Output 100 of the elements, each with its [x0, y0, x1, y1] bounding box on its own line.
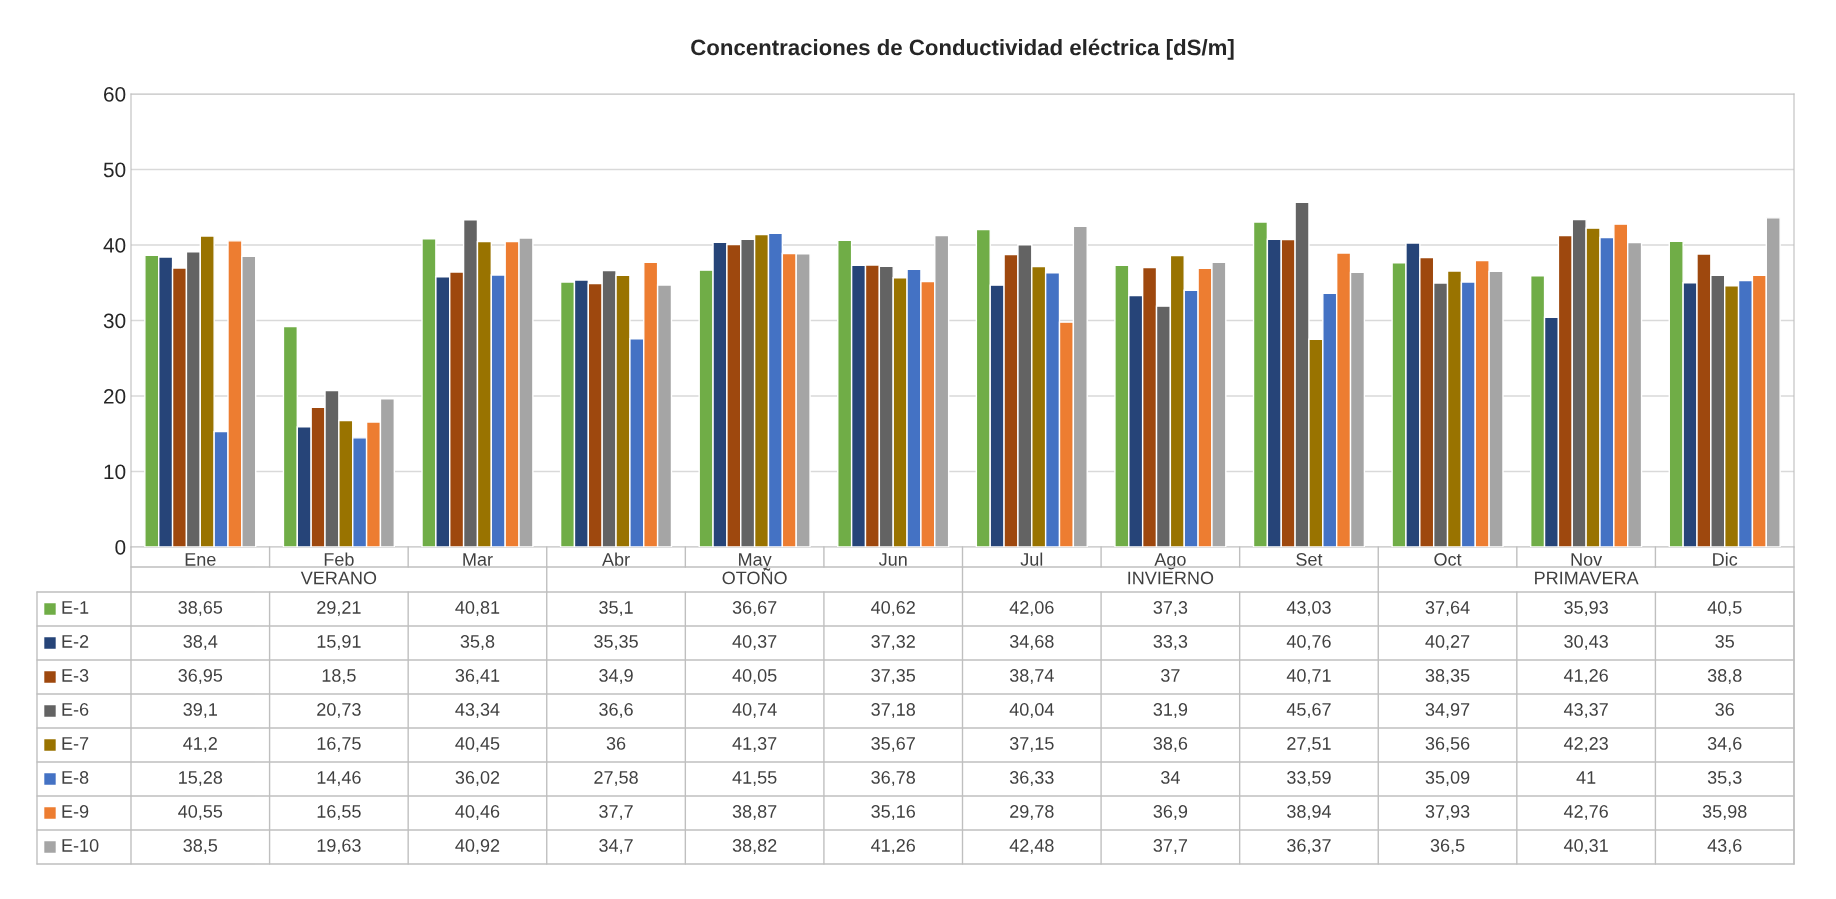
data-label: 29,21	[317, 601, 361, 616]
data-label: 36,9	[1153, 805, 1188, 820]
data-label: 37,15	[1009, 737, 1054, 752]
data-label: 43,03	[1286, 601, 1331, 616]
data-label: 41,55	[732, 771, 777, 786]
data-label: 39,1	[183, 703, 217, 718]
x-tick-label: Nov	[1571, 553, 1603, 566]
data-label: 37,93	[1425, 805, 1470, 820]
data-label: 15,91	[317, 635, 361, 650]
data-label: 35,93	[1564, 601, 1608, 616]
data-label: 41,26	[1563, 669, 1608, 684]
data-label: 35,67	[871, 737, 915, 752]
data-label: 40,62	[871, 601, 915, 616]
data-label: 41,26	[871, 839, 916, 854]
data-label: 35,3	[1707, 771, 1742, 786]
data-label: 27,58	[594, 771, 638, 786]
data-label: 38,6	[1153, 737, 1188, 752]
y-tick-label: 40	[103, 238, 126, 253]
x-tick-label: Jun	[878, 553, 907, 566]
x-tick-label: Dic	[1713, 552, 1738, 566]
data-label: 38,87	[732, 805, 777, 820]
data-label: 41	[1576, 771, 1596, 784]
data-label: 35	[1715, 635, 1734, 648]
data-label: 33,59	[1287, 771, 1331, 786]
data-label: 16,55	[317, 805, 361, 820]
data-label: 36,5	[1430, 839, 1465, 854]
data-label: 19,63	[317, 839, 361, 854]
legend-label: E-8	[62, 771, 89, 784]
data-label: 40,46	[455, 805, 500, 820]
y-tick-label: 0	[115, 540, 126, 555]
data-label: 38,74	[1009, 669, 1054, 684]
data-label: 36,6	[599, 703, 633, 718]
data-label: 40,81	[455, 601, 500, 616]
data-label: 35,09	[1425, 771, 1470, 786]
x-tick-label: Ago	[1154, 553, 1186, 570]
data-label: 37,3	[1153, 601, 1188, 616]
data-label: 36,78	[871, 771, 916, 786]
data-label: 40,37	[732, 635, 777, 650]
data-label: 40,74	[732, 703, 777, 718]
data-label: 38,94	[1287, 805, 1332, 820]
data-label: 37,64	[1425, 601, 1470, 616]
chart-title: Concentraciones de Conductividad eléctrica [dS/m]	[691, 38, 1234, 60]
x-tick-label: Set	[1296, 553, 1323, 566]
data-label: 38,5	[183, 839, 218, 854]
data-label: 36	[1715, 703, 1734, 716]
data-label: 33,3	[1153, 635, 1188, 650]
data-label: 30,43	[1564, 635, 1608, 650]
data-label: 41,2	[183, 737, 217, 752]
x-tick-label: May	[739, 553, 772, 570]
data-label: 38,82	[732, 839, 777, 854]
data-label: 38,35	[1425, 669, 1470, 684]
data-label: 34,68	[1009, 635, 1054, 650]
data-label: 37	[1161, 669, 1180, 682]
legend-label: E-10	[62, 839, 99, 852]
legend-label: E-6	[62, 703, 89, 716]
data-label: 34,97	[1425, 703, 1470, 718]
data-label: 14,46	[317, 771, 361, 786]
data-label: 15,28	[179, 771, 223, 786]
data-label: 36,33	[1009, 771, 1054, 786]
data-label: 34,6	[1707, 737, 1742, 752]
y-tick-label: 50	[103, 162, 126, 178]
data-label: 45,67	[1286, 703, 1331, 718]
text: PRIMAVERA	[1535, 571, 1639, 585]
data-label: 35,1	[599, 601, 633, 616]
legend-label: E-7	[62, 737, 89, 750]
data-label: 36,37	[1287, 839, 1331, 854]
y-tick-label: 10	[104, 464, 126, 480]
data-label: 40,27	[1425, 635, 1470, 650]
legend-label: E-2	[62, 635, 89, 648]
data-label: 38,8	[1707, 669, 1742, 684]
data-label: 34	[1161, 771, 1180, 784]
legend-label: E-1	[62, 601, 89, 614]
data-label: 42,23	[1563, 737, 1608, 752]
x-tick-label: Oct	[1434, 553, 1462, 566]
data-label: 36,56	[1425, 737, 1470, 752]
data-label: 37,35	[871, 669, 916, 684]
data-label: 40,31	[1563, 839, 1608, 854]
data-label: 40,5	[1707, 601, 1742, 616]
data-label: 42,76	[1563, 805, 1608, 820]
data-label: 34,9	[599, 669, 633, 684]
data-label: 40,71	[1286, 669, 1331, 684]
data-label: 20,73	[317, 703, 361, 718]
data-label: 16,75	[317, 737, 361, 752]
data-label: 42,06	[1009, 601, 1054, 616]
y-tick-label: 30	[103, 313, 126, 329]
legend-label: E-3	[62, 669, 89, 682]
data-label: 43,6	[1707, 839, 1742, 854]
text: INVIERNO	[1128, 571, 1214, 585]
data-label: 37,7	[599, 805, 633, 820]
data-label: 40,76	[1286, 635, 1331, 650]
data-label: 37,32	[871, 635, 915, 650]
data-label: 36,95	[178, 669, 223, 684]
data-label: 36	[606, 737, 626, 750]
data-label: 27,51	[1287, 737, 1331, 752]
data-label: 36,67	[732, 601, 777, 616]
data-label: 18,5	[322, 669, 356, 684]
x-tick-label: Feb	[324, 552, 354, 566]
data-label: 40,45	[455, 737, 500, 752]
data-label: 42,48	[1009, 839, 1054, 854]
x-tick-label: Abr	[602, 552, 630, 566]
